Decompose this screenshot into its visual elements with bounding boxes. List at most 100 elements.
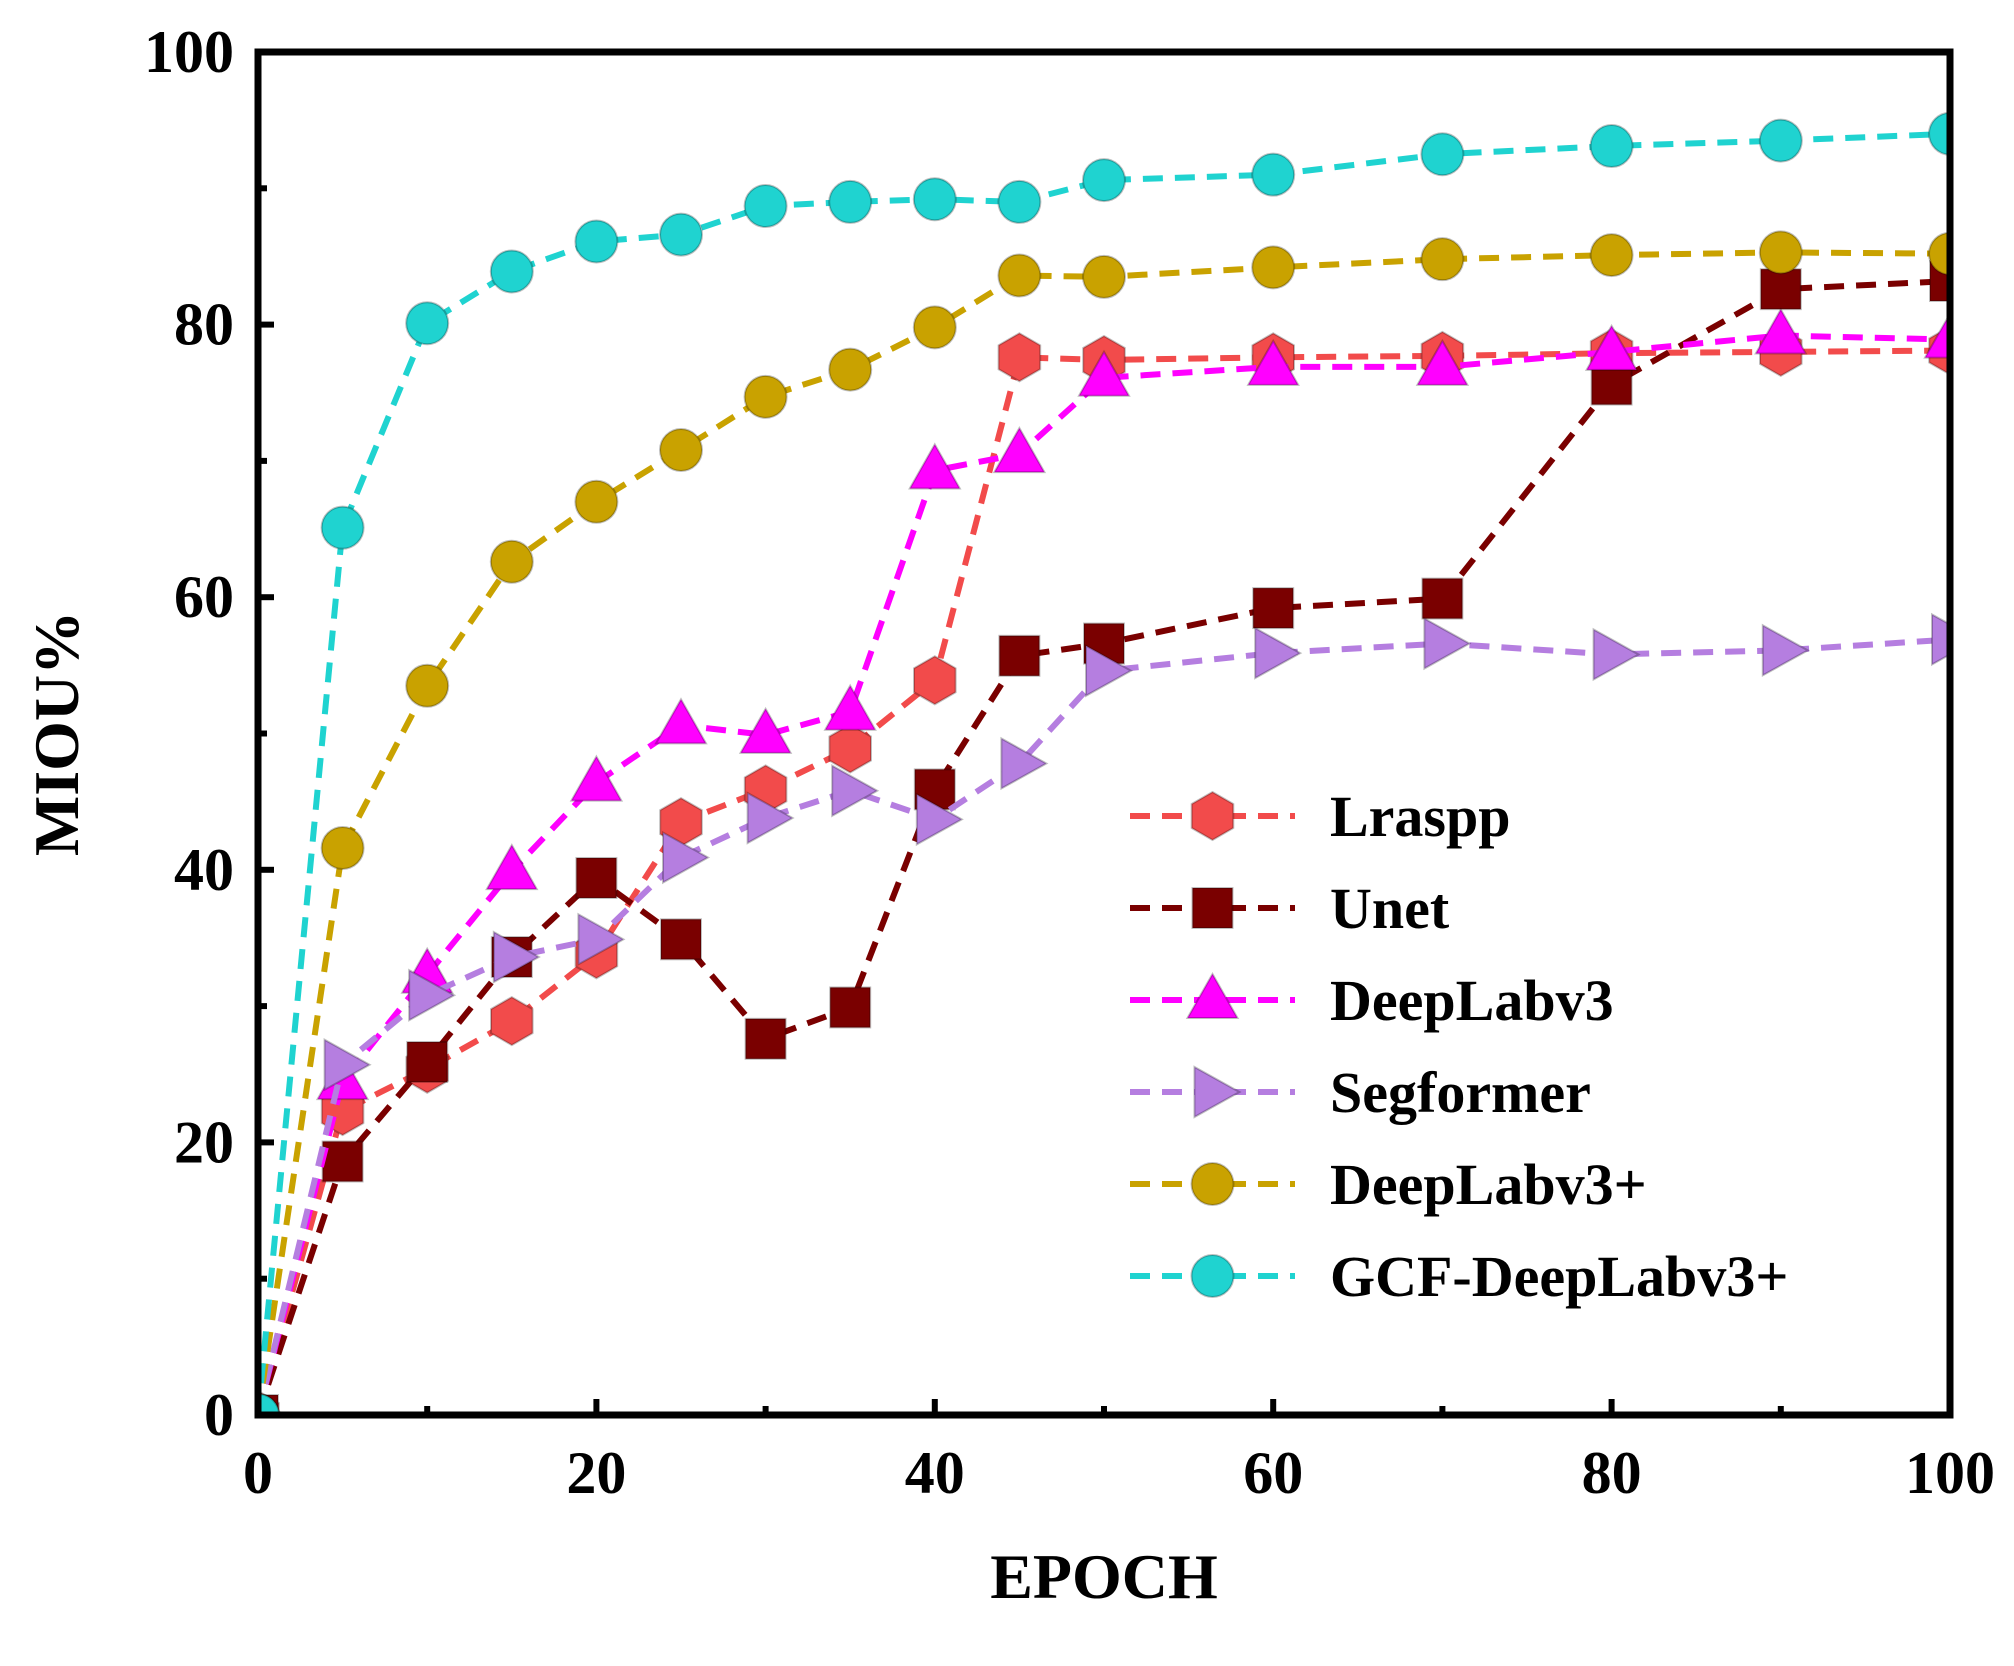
legend-label: DeepLabv3 xyxy=(1330,968,1614,1033)
data-point xyxy=(660,918,702,961)
x-tick-label: 100 xyxy=(1905,1440,1995,1506)
data-point xyxy=(320,825,365,870)
legend-swatch-marker xyxy=(1185,971,1240,1019)
data-point xyxy=(485,843,539,891)
data-point xyxy=(1082,254,1126,299)
series-line xyxy=(255,130,1951,1416)
legend-item: GCF-DeepLabv3+ xyxy=(1130,1244,1788,1309)
data-point xyxy=(1589,124,1634,169)
data-point xyxy=(1082,158,1126,203)
series-deeplabv3 xyxy=(255,307,1951,1416)
series-markers xyxy=(258,111,1950,1415)
data-point xyxy=(828,347,873,392)
legend-item: DeepLabv3 xyxy=(1130,968,1614,1033)
data-point xyxy=(992,426,1047,474)
data-point xyxy=(577,912,626,967)
data-point xyxy=(1758,230,1803,275)
series-line xyxy=(255,332,1951,1416)
data-point xyxy=(405,301,450,346)
y-tick-label: 100 xyxy=(144,19,234,85)
series-markers xyxy=(258,230,1950,1415)
data-point xyxy=(1085,644,1134,698)
data-point xyxy=(997,253,1042,298)
data-point xyxy=(828,723,872,774)
data-point xyxy=(659,212,703,257)
data-point xyxy=(743,374,788,419)
legend-label: DeepLabv3+ xyxy=(1330,1152,1647,1217)
x-tick-label: 40 xyxy=(905,1440,965,1506)
data-point xyxy=(1423,616,1472,671)
legend-swatch-marker xyxy=(1190,1254,1235,1298)
x-tick-label: 20 xyxy=(566,1440,626,1506)
x-tick-label: 0 xyxy=(243,1440,273,1506)
data-point xyxy=(1420,132,1465,177)
plot-area xyxy=(255,111,1951,1416)
axes: 0 20 40 60 80 100 0 20 40 60 80 100 xyxy=(144,19,1995,1506)
series-gcf-deeplabv3- xyxy=(255,111,1951,1416)
series-line xyxy=(255,278,1951,1416)
y-tick-label: 40 xyxy=(174,837,234,903)
legend-label: Segformer xyxy=(1330,1060,1591,1125)
data-point xyxy=(574,219,619,264)
data-point xyxy=(662,830,711,885)
y-axis-title: MIOU% xyxy=(21,611,92,856)
data-point xyxy=(1420,237,1465,282)
data-point xyxy=(323,1038,372,1092)
data-point xyxy=(492,930,541,984)
data-point xyxy=(831,764,880,818)
series-deeplabv3- xyxy=(255,230,1951,1416)
data-point xyxy=(912,305,957,350)
data-point xyxy=(1923,311,1950,359)
data-point xyxy=(1754,307,1808,355)
data-point xyxy=(321,1140,364,1183)
data-point xyxy=(408,968,457,1022)
legend-swatch-marker xyxy=(1190,1162,1235,1206)
data-point xyxy=(1758,118,1803,163)
series-markers xyxy=(258,259,1950,1415)
data-point xyxy=(1000,736,1049,791)
data-point xyxy=(1415,338,1470,386)
data-point xyxy=(1928,111,1950,156)
data-point xyxy=(908,442,962,490)
legend-item: Lraspp xyxy=(1130,784,1511,849)
data-point xyxy=(654,697,708,745)
data-point xyxy=(738,706,793,754)
data-point xyxy=(998,634,1041,677)
data-point xyxy=(1928,231,1950,276)
x-tick-label: 80 xyxy=(1582,1440,1642,1506)
data-point xyxy=(489,539,534,584)
legend-item: Unet xyxy=(1130,876,1450,941)
legend-swatch-marker xyxy=(1191,887,1234,929)
data-point xyxy=(1761,623,1810,678)
data-point xyxy=(823,683,877,731)
data-point xyxy=(258,1393,280,1415)
data-point xyxy=(405,663,450,708)
legend-item: DeepLabv3+ xyxy=(1130,1152,1647,1217)
legend-label: Unet xyxy=(1330,876,1450,941)
y-tick-label: 60 xyxy=(174,564,234,630)
data-point xyxy=(912,177,957,222)
data-point xyxy=(1421,577,1464,620)
data-point xyxy=(915,792,964,847)
y-tick-label: 20 xyxy=(174,1109,234,1175)
data-point xyxy=(575,856,618,899)
data-point xyxy=(1251,152,1296,197)
x-tick-label: 60 xyxy=(1243,1440,1303,1506)
legend-label: Lraspp xyxy=(1330,784,1511,849)
data-point xyxy=(913,655,957,706)
data-point xyxy=(1077,349,1131,397)
series-line xyxy=(255,347,1951,1416)
legend-label: GCF-DeepLabv3+ xyxy=(1330,1244,1788,1309)
data-point xyxy=(574,479,619,524)
x-axis-title: EPOCH xyxy=(990,1541,1218,1612)
data-point xyxy=(744,1017,787,1060)
data-point xyxy=(1251,245,1296,290)
data-point xyxy=(1252,587,1295,630)
data-point xyxy=(1254,626,1303,680)
data-point xyxy=(1931,612,1950,667)
legend: Lraspp Unet DeepLabv3 Segformer DeepLabv3+ GC… xyxy=(1130,784,1788,1309)
series-unet xyxy=(255,259,1951,1416)
data-point xyxy=(1589,233,1634,278)
data-point xyxy=(997,332,1042,383)
